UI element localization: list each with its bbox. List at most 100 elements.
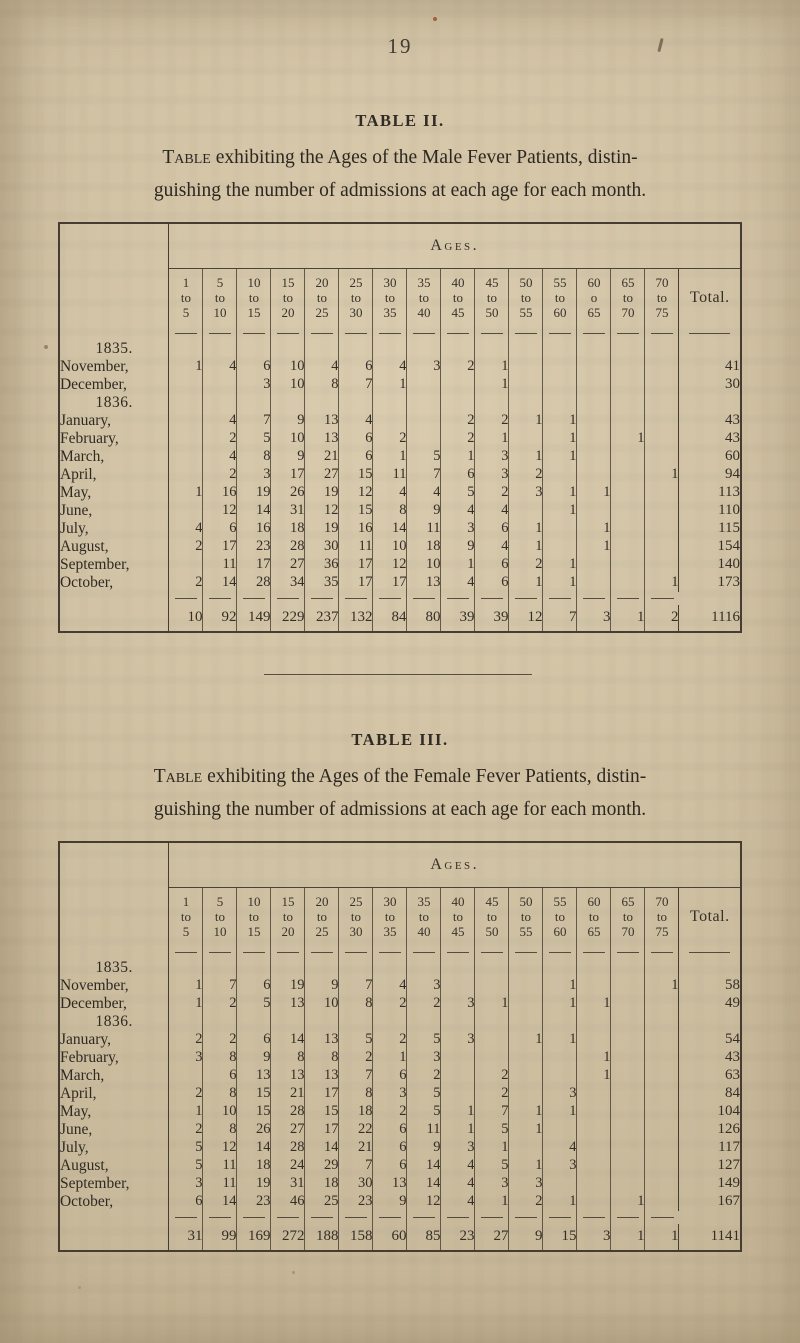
value-cell: 18 <box>406 537 441 556</box>
value-cell <box>644 519 679 538</box>
value-cell <box>610 339 645 358</box>
value-cell: 15 <box>304 1102 339 1121</box>
value-cell: 1 <box>542 573 577 592</box>
value-cell <box>508 1012 543 1031</box>
value-cell: 2 <box>372 1102 407 1121</box>
value-cell: 12 <box>338 483 373 502</box>
value-cell: 28 <box>236 573 271 592</box>
value-cell: 11 <box>406 1120 441 1139</box>
age-range-header-cell: 20 to 25 <box>304 268 339 327</box>
value-cell: 31 <box>270 501 305 520</box>
value-cell: 17 <box>338 573 373 592</box>
age-range-line: to <box>520 909 532 925</box>
header-dash-cell <box>610 326 645 340</box>
dash-rule <box>276 1216 300 1218</box>
header-dash-cell <box>576 326 611 340</box>
value-cell: 1 <box>542 429 577 448</box>
dash-rule <box>446 951 470 953</box>
value-cell <box>644 393 679 412</box>
header-dash-cell <box>304 1210 339 1224</box>
value-cell: 13 <box>406 573 441 592</box>
value-cell: 12 <box>202 501 237 520</box>
value-cell <box>610 573 645 592</box>
header-dash-cell <box>508 591 543 605</box>
value-cell: 2 <box>372 429 407 448</box>
age-range-header-cell: 35 to 40 <box>406 268 441 327</box>
table-ii-title: TABLE II. <box>355 111 445 130</box>
age-range-line: to <box>248 909 260 925</box>
totals-label-cell <box>58 604 170 632</box>
value-cell <box>406 411 441 430</box>
dash-rule <box>446 1216 470 1218</box>
age-range-line: 25 <box>349 275 363 291</box>
value-cell: 1 <box>576 483 611 502</box>
dash-rule <box>548 951 572 953</box>
value-cell <box>508 339 543 358</box>
value-cell <box>508 976 543 995</box>
header-dash-cell <box>168 326 203 340</box>
value-cell <box>304 958 339 977</box>
header-dash-cell <box>440 326 475 340</box>
age-range-line: to <box>350 909 362 925</box>
age-range-line: to <box>282 909 294 925</box>
value-cell: 2 <box>168 537 203 556</box>
value-cell: 1 <box>576 1066 611 1085</box>
value-cell: 19 <box>304 483 339 502</box>
row-total-cell: 41 <box>678 357 742 376</box>
value-cell: 30 <box>338 1174 373 1193</box>
dash-rule <box>582 597 606 599</box>
value-cell: 1 <box>440 1120 475 1139</box>
value-cell: 1 <box>508 1156 543 1175</box>
header-dash-cell <box>542 326 577 340</box>
paper-speck <box>292 1271 295 1274</box>
value-cell: 27 <box>270 555 305 574</box>
dash-rule <box>650 951 674 953</box>
value-cell <box>440 1066 475 1085</box>
column-total-cell: 23 <box>440 1223 475 1251</box>
value-cell: 8 <box>372 501 407 520</box>
value-cell <box>644 411 679 430</box>
header-dash-cell <box>372 945 407 959</box>
value-cell: 3 <box>236 375 271 394</box>
value-cell <box>440 1048 475 1067</box>
month-column-header <box>58 842 170 959</box>
row-total-cell: 110 <box>678 501 742 520</box>
age-range-line: to <box>350 290 362 306</box>
value-cell: 2 <box>168 1120 203 1139</box>
value-cell <box>644 994 679 1013</box>
value-cell: 27 <box>304 465 339 484</box>
value-cell: 1 <box>508 411 543 430</box>
dash-rule <box>480 332 504 334</box>
header-dash-cell <box>270 945 305 959</box>
column-total-cell: 39 <box>440 604 475 632</box>
header-dash-cell <box>202 326 237 340</box>
value-cell <box>542 357 577 376</box>
row-total-cell: 167 <box>678 1192 742 1211</box>
value-cell: 6 <box>236 976 271 995</box>
age-range-line: to <box>588 909 600 925</box>
value-cell <box>508 1138 543 1157</box>
age-range-line: 20 <box>315 275 329 291</box>
value-cell <box>542 1066 577 1085</box>
value-cell: 2 <box>474 1066 509 1085</box>
dash-rule <box>378 332 402 334</box>
value-cell <box>338 958 373 977</box>
value-cell: 16 <box>338 519 373 538</box>
value-cell: 10 <box>202 1102 237 1121</box>
dash-rule <box>276 951 300 953</box>
column-total-cell: 272 <box>270 1223 305 1251</box>
value-cell: 5 <box>236 994 271 1013</box>
value-cell: 29 <box>304 1156 339 1175</box>
value-cell: 5 <box>168 1138 203 1157</box>
value-cell <box>474 1048 509 1067</box>
dash-rule <box>310 332 334 334</box>
value-cell: 4 <box>440 1156 475 1175</box>
column-total-cell: 10 <box>168 604 203 632</box>
age-range-line: to <box>622 290 634 306</box>
header-dash-cell <box>610 945 645 959</box>
value-cell: 19 <box>304 519 339 538</box>
age-range-line: 30 <box>383 275 397 291</box>
value-cell <box>168 393 203 412</box>
age-range-line: to <box>282 290 294 306</box>
value-cell: 4 <box>440 1192 475 1211</box>
